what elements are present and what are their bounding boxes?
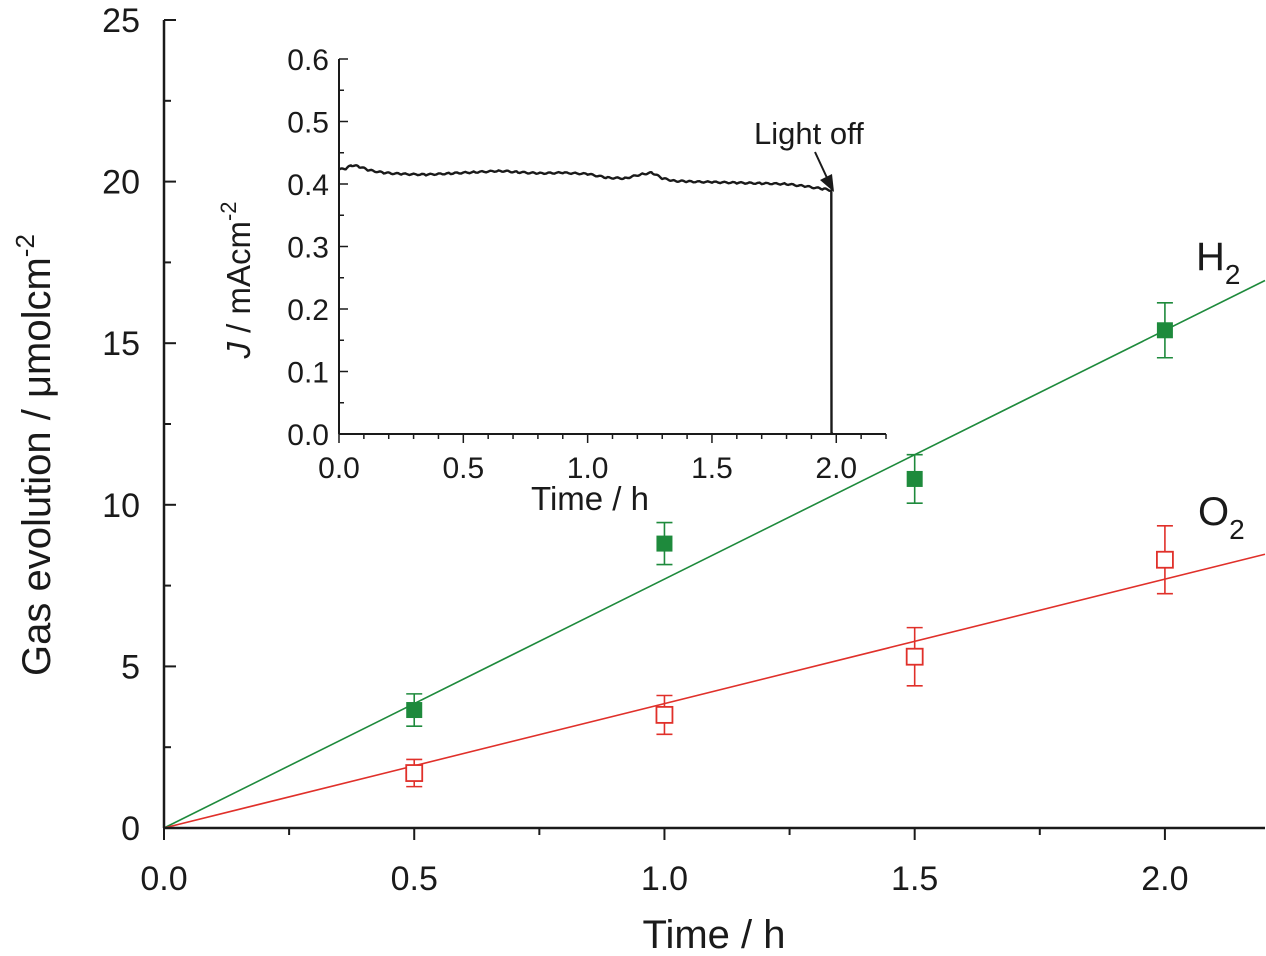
- inset-x-tick-label: 1.0: [567, 452, 609, 485]
- main-fit-lines: [163, 279, 1266, 829]
- inset-y-axis-title-italic: J: [220, 342, 257, 360]
- point-series-0: [406, 702, 423, 719]
- main-axes: [162, 19, 1265, 840]
- point-series-1: [1156, 550, 1174, 569]
- inset-y-axis-title-main: / mAcm: [220, 221, 257, 342]
- main-y-tick-label: 20: [102, 164, 140, 202]
- main-x-axis-title: Time / h: [643, 913, 786, 956]
- main-y-tick-label: 5: [121, 648, 140, 686]
- point-series-1: [905, 647, 924, 666]
- inset-y-tick-label: 0.6: [287, 44, 329, 77]
- inset-x-tick-label: 0.0: [318, 452, 360, 485]
- main-plot: 0.0 0.5 1.0 1.5 2.0 0 5 10 15 20 25 Time / h Gas e…: [10, 2, 1266, 956]
- main-y-tick-label: 10: [102, 487, 140, 525]
- series-label-o2-main: O: [1198, 490, 1229, 534]
- fit-line-series-0: [163, 279, 1266, 829]
- inset-y-tick-label: 0.5: [287, 107, 329, 140]
- main-x-tick-label: 0.0: [140, 860, 187, 898]
- main-y-axis-title-sup: -2: [10, 234, 40, 257]
- series-label-o2: O2: [1198, 490, 1245, 545]
- main-y-tick-label: 25: [102, 2, 140, 40]
- series-label-h2: H2: [1196, 235, 1240, 290]
- light-off-arrow: [814, 151, 834, 192]
- inset-x-tick-label: 2.0: [815, 452, 857, 485]
- series-label-h2-sub: 2: [1225, 259, 1241, 290]
- point-series-1: [405, 764, 424, 782]
- inset-y-tick-label: 0.4: [287, 169, 329, 202]
- main-tick-labels: 0.0 0.5 1.0 1.5 2.0 0 5 10 15 20 25: [102, 2, 1188, 898]
- main-y-axis-title: Gas evolution / μmolcm-2: [10, 234, 59, 676]
- inset-tick-labels: 0.0 0.5 1.0 1.5 2.0 0.0 0.1 0.2 0.3 0.4 0.5 0.6: [287, 44, 857, 485]
- light-off-annotation: Light off: [754, 116, 864, 151]
- main-x-tick-label: 1.0: [641, 860, 688, 898]
- point-series-0: [656, 535, 673, 552]
- main-y-axis-title-main: Gas evolution / μmolcm: [15, 257, 59, 676]
- inset-y-axis-title-sup: -2: [216, 201, 241, 221]
- inset-current-curve: [338, 164, 834, 435]
- inset-axes: [338, 58, 887, 443]
- inset-x-axis-title: Time / h: [531, 480, 649, 517]
- main-y-tick-label: 0: [121, 810, 140, 848]
- inset-y-tick-label: 0.2: [287, 294, 329, 327]
- inset-x-tick-label: 1.5: [691, 452, 733, 485]
- point-series-1: [655, 705, 674, 724]
- fit-line-series-1: [163, 553, 1266, 829]
- inset-plot: 0.0 0.5 1.0 1.5 2.0 0.0 0.1 0.2 0.3 0.4 0.5 0.6 Tim…: [216, 44, 887, 517]
- main-x-tick-label: 0.5: [391, 860, 438, 898]
- series-label-o2-sub: 2: [1229, 514, 1245, 545]
- point-series-0: [1156, 322, 1173, 339]
- inset-x-tick-label: 0.5: [442, 452, 484, 485]
- main-error-bars: [406, 301, 1173, 788]
- main-x-tick-label: 2.0: [1141, 860, 1188, 898]
- inset-y-tick-label: 0.0: [287, 419, 329, 452]
- inset-y-axis-title: J / mAcm-2: [216, 201, 257, 359]
- point-series-0: [906, 470, 923, 487]
- main-x-tick-label: 1.5: [891, 860, 938, 898]
- main-points: [405, 322, 1174, 782]
- series-label-h2-main: H: [1196, 235, 1225, 279]
- inset-y-tick-label: 0.1: [287, 357, 329, 390]
- inset-y-tick-label: 0.3: [287, 232, 329, 265]
- main-y-tick-label: 15: [102, 325, 140, 363]
